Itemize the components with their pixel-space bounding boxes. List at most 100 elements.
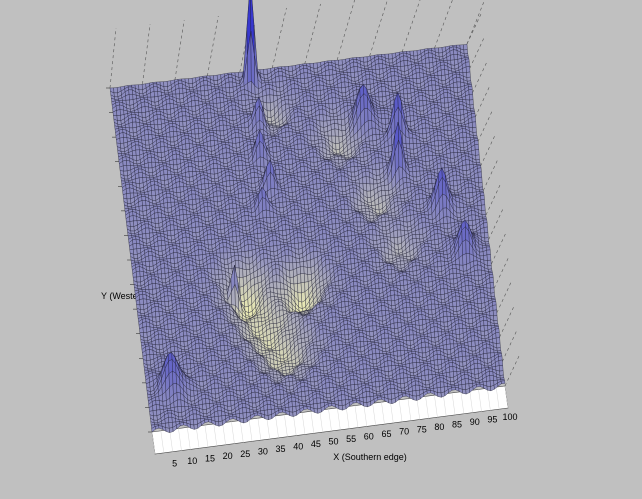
surface-cell [169, 136, 175, 143]
grid-line [477, 111, 493, 142]
surface-cell [160, 174, 165, 181]
surface-cell [428, 84, 433, 92]
surface-cell [441, 79, 447, 85]
surface-cell [419, 110, 425, 115]
surface-cell [381, 123, 387, 130]
baseline-strip-line [337, 407, 341, 430]
surface-cell [203, 112, 208, 119]
surface-cell [129, 215, 134, 222]
surface-cell [188, 166, 193, 172]
surface-cell [266, 102, 271, 112]
surface-cell [207, 239, 213, 246]
surface-cell [135, 149, 140, 156]
surface-cell [357, 208, 363, 212]
surface-cell [194, 127, 199, 135]
surface-cell [170, 224, 175, 231]
grid-line [174, 19, 185, 81]
surface-cell [446, 152, 451, 159]
surface-cell [279, 201, 284, 209]
surface-cell [440, 162, 445, 169]
grid-line [109, 27, 117, 89]
surface-cell [284, 127, 290, 133]
surface-cell [425, 57, 430, 64]
surface-cell [120, 142, 125, 149]
baseline-strip-line [469, 390, 473, 413]
surface-cell [116, 109, 121, 116]
surface-cell [341, 175, 346, 182]
surface-cell [126, 192, 131, 200]
baseline-strip-line [204, 425, 209, 448]
surface-cell [154, 212, 159, 219]
surface-cell [144, 134, 149, 141]
surface-cell [250, 172, 255, 179]
surface-cell [244, 211, 249, 216]
baseline-strip-line [372, 403, 376, 426]
baseline-strip-line [187, 427, 191, 450]
surface-cell [422, 133, 427, 139]
surface-cell [282, 235, 287, 241]
surface-cell [452, 174, 458, 181]
surface-cell [208, 244, 213, 250]
surface-cell [304, 208, 310, 213]
surface-cell [134, 141, 140, 146]
surface-cell [168, 216, 174, 219]
surface-cell [403, 93, 408, 100]
surface-cell [406, 87, 412, 95]
surface-cell [331, 128, 336, 137]
surface-cell [381, 190, 386, 197]
surface-cell [288, 99, 293, 105]
surface-cell [297, 143, 302, 150]
surface-cell [356, 217, 361, 223]
surface-cell [273, 156, 278, 161]
baseline-strip-line [345, 406, 350, 429]
surface-cell [306, 221, 312, 228]
baseline-strip-line [425, 396, 429, 419]
surface-cell [150, 184, 156, 191]
surface-cell [219, 218, 225, 225]
surface-cell [231, 104, 237, 110]
surface-cell [247, 236, 252, 240]
surface-cell [371, 127, 377, 136]
surface-cell [303, 67, 308, 74]
grid-line [499, 307, 514, 338]
surface-cell [475, 154, 480, 161]
surface-cell [316, 84, 321, 92]
surface-cell [381, 91, 387, 98]
surface-cell [282, 229, 287, 236]
grid-line [502, 331, 517, 362]
surface-cell [138, 205, 144, 212]
surface-cell [181, 110, 187, 117]
surface-cell [331, 218, 336, 225]
surface-cell [163, 165, 168, 170]
surface-cell [471, 121, 477, 128]
surface-cell [235, 165, 240, 172]
surface-cell [431, 112, 436, 119]
surface-cell [303, 198, 309, 206]
surface-cell [342, 190, 347, 196]
surface-cell [424, 150, 430, 157]
surface-cell [234, 128, 239, 134]
surface-cell [465, 159, 470, 166]
surface-cell [132, 149, 137, 156]
surface-cell [127, 84, 133, 88]
surface-cell [175, 181, 181, 188]
surface-cell [459, 104, 464, 110]
surface-cell [303, 72, 309, 79]
surface-cell [350, 72, 355, 78]
surface-cell [427, 173, 432, 179]
surface-cell [251, 187, 257, 192]
surface-cell [409, 143, 414, 150]
baseline-strip-line [160, 430, 165, 453]
surface-cell [263, 68, 268, 75]
surface-cell [141, 193, 146, 197]
surface-cell [434, 140, 439, 147]
surface-cell [293, 200, 298, 203]
surface-cell [166, 103, 171, 110]
surface-cell [244, 126, 250, 134]
surface-cell [469, 99, 474, 106]
surface-cell [322, 114, 328, 122]
surface-cell [444, 102, 449, 109]
surface-cell [245, 132, 250, 137]
surface-cell [427, 177, 433, 185]
